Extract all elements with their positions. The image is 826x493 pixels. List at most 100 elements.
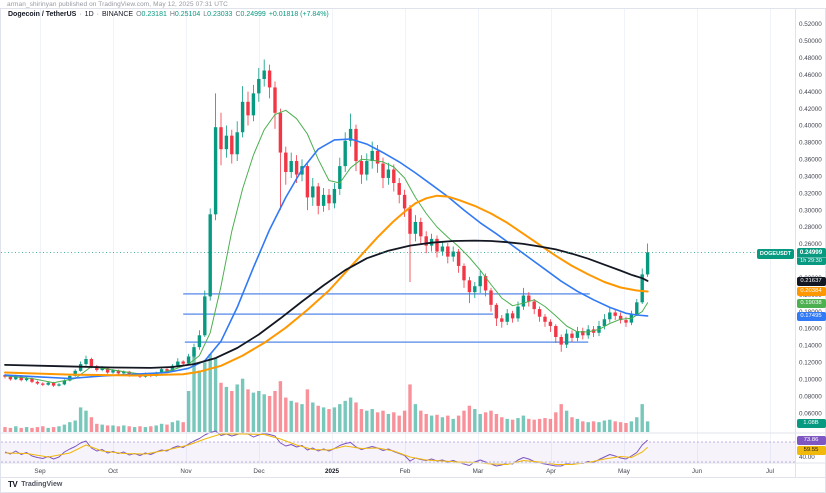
volume-bar xyxy=(392,412,396,432)
volume-bar xyxy=(138,426,142,432)
candle-body xyxy=(284,152,288,173)
price-tick-label: 0.52000 xyxy=(799,21,822,28)
time-axis[interactable]: Sep Oct Nov Dec 2025 Feb Mar Apr May Jun Jul xyxy=(34,468,774,475)
volume-bar xyxy=(413,404,418,432)
candle-body xyxy=(257,78,261,94)
volume-bar xyxy=(100,424,104,432)
volume-bar xyxy=(197,370,202,432)
volume-bar xyxy=(446,415,450,432)
volume-bar xyxy=(613,421,617,432)
candle-body xyxy=(548,321,553,327)
volume-bar xyxy=(635,417,639,432)
volume-bar xyxy=(294,402,299,432)
candle-body xyxy=(122,371,126,374)
widget-border xyxy=(0,8,826,493)
candle-body xyxy=(219,127,223,150)
candle-body xyxy=(95,366,99,370)
volume-bar xyxy=(343,400,347,432)
candle-body xyxy=(473,286,477,293)
candle-body xyxy=(521,295,526,307)
price-tick-label: 0.42000 xyxy=(799,106,822,113)
candle-body xyxy=(348,128,353,141)
interval-label[interactable]: 1D xyxy=(84,11,94,18)
volume-bar xyxy=(262,394,266,432)
volume-bar xyxy=(586,422,590,432)
volume-bar xyxy=(386,413,391,432)
volume-bar xyxy=(332,407,337,432)
candle-body xyxy=(186,356,191,364)
candle-body xyxy=(375,150,380,164)
volume-bar xyxy=(419,410,423,432)
volume-bar xyxy=(559,404,563,432)
time-tick-label: Sep xyxy=(34,468,46,475)
candle-body xyxy=(413,221,418,234)
price-tick-label: 0.14000 xyxy=(799,343,822,350)
volume-bar xyxy=(132,427,137,432)
volume-bar xyxy=(618,422,623,432)
candle-body xyxy=(424,236,428,246)
candle-body xyxy=(197,335,202,348)
price-tick-label: 0.10000 xyxy=(799,377,822,384)
volume-bar xyxy=(365,410,369,432)
candle-body xyxy=(278,112,283,153)
candle-body xyxy=(305,166,310,198)
candle-body xyxy=(640,274,644,303)
volume-bar xyxy=(62,424,67,432)
volume-bar xyxy=(208,354,212,432)
candle-body xyxy=(8,376,13,380)
candle-body xyxy=(267,70,272,88)
ohlc-open: O 0.23181 xyxy=(136,11,167,18)
candle-body xyxy=(235,132,239,155)
candle-body xyxy=(35,381,40,384)
price-tick-label: 0.44000 xyxy=(799,89,822,96)
candles-layer xyxy=(3,59,650,387)
candle-body xyxy=(500,318,504,322)
candle-body xyxy=(19,375,23,381)
candle-body xyxy=(89,358,94,367)
rsi-value-badge: 73.86 xyxy=(796,436,826,445)
tradingview-attribution[interactable]: TV TradingView xyxy=(8,480,62,489)
candle-body xyxy=(294,161,299,175)
symbol-header[interactable]: Dogecoin / TetherUS · 1D · BINANCE O 0.23… xyxy=(8,11,329,18)
candle-body xyxy=(370,150,374,162)
ohlc-close: C 0.24999 xyxy=(235,11,266,18)
price-axis[interactable]: 0.52000 0.50000 0.48000 0.46000 0.44000 0.420… xyxy=(799,21,822,461)
candle-body xyxy=(170,365,175,371)
symbol-name[interactable]: Dogecoin / TetherUS xyxy=(8,11,77,18)
candle-body xyxy=(273,87,277,113)
candle-body xyxy=(181,361,185,364)
horizontal-rays[interactable] xyxy=(183,293,590,343)
volume-bar xyxy=(105,425,110,432)
volume-bar xyxy=(575,418,580,432)
candle-body xyxy=(57,384,61,386)
volume-bar xyxy=(213,358,218,432)
volume-bar xyxy=(19,427,23,432)
candle-body xyxy=(564,333,569,345)
volume-bar xyxy=(570,417,574,432)
volume-bar xyxy=(408,384,412,432)
candle-body xyxy=(327,194,331,204)
ohlc-low: L 0.23033 xyxy=(203,11,233,18)
candle-body xyxy=(240,101,245,133)
volume-bar xyxy=(73,420,77,432)
candle-body xyxy=(505,313,509,322)
candle-body xyxy=(208,214,212,297)
volume-bar xyxy=(624,422,628,432)
candle-body xyxy=(575,331,580,338)
panel-frame xyxy=(0,8,826,493)
candle-body xyxy=(332,188,337,204)
volume-bar xyxy=(494,413,499,432)
volume-bar xyxy=(467,405,472,432)
volume-bar xyxy=(284,397,288,432)
candle-body xyxy=(51,382,56,386)
volume-bar xyxy=(370,409,374,432)
price-tick-label: 0.50000 xyxy=(799,38,822,45)
candle-body xyxy=(381,163,385,178)
rsi-ma-value-badge: 59.55 xyxy=(796,445,826,455)
candle-body xyxy=(635,302,639,315)
candle-body xyxy=(392,169,396,184)
candle-body xyxy=(408,208,412,234)
tradingview-brand[interactable]: TradingView xyxy=(21,481,63,488)
price-tick-label: 0.08000 xyxy=(799,393,822,400)
